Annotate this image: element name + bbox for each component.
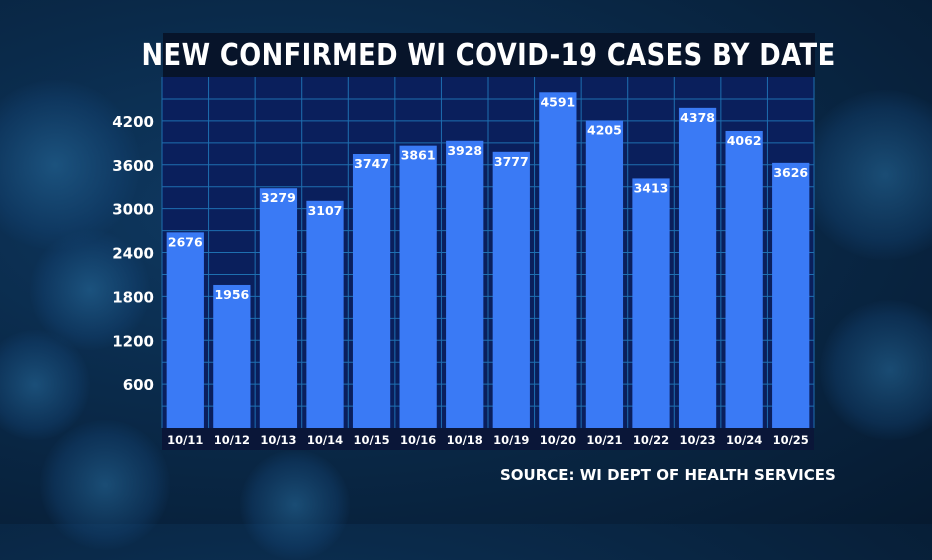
virus-decoration	[820, 300, 932, 440]
bar-value-label: 3626	[773, 165, 808, 180]
virus-decoration	[30, 230, 150, 350]
bar-value-label: 3928	[447, 143, 482, 158]
x-tick-label: 10/19	[493, 433, 529, 447]
bar	[213, 284, 251, 428]
y-tick-label: 600	[123, 376, 154, 394]
bar-chart: 600 1200 1800 2400 3000 3600 4200 2676 1956 3279…	[112, 77, 815, 450]
y-tick-label: 2400	[112, 245, 154, 263]
x-tick-label: 10/13	[260, 433, 296, 447]
x-tick-label: 10/12	[214, 433, 250, 447]
bar	[259, 188, 298, 428]
bar	[725, 130, 763, 428]
bar-value-label: 1956	[214, 287, 249, 302]
bar	[539, 92, 577, 428]
bar	[492, 151, 530, 428]
x-tick-label: 10/11	[167, 433, 203, 447]
x-tick-label: 10/20	[540, 433, 576, 447]
x-tick-label: 10/24	[726, 433, 762, 447]
bar	[772, 162, 810, 428]
x-tick-label: 10/18	[447, 433, 483, 447]
bar-value-label: 4062	[727, 133, 762, 148]
bar-value-label: 3747	[354, 156, 389, 171]
bar-value-label: 3413	[634, 180, 669, 195]
y-axis: 600 1200 1800 2400 3000 3600 4200	[112, 113, 154, 394]
bar	[352, 154, 391, 429]
bar-value-label: 4591	[540, 94, 575, 109]
bars: 2676 1956 3279 3107 3747 3861 3928 3777 4591 4205…	[166, 92, 810, 429]
x-tick-label: 10/15	[353, 433, 389, 447]
x-tick-label: 10/23	[679, 433, 715, 447]
y-tick-label: 4200	[112, 113, 154, 131]
bar-value-label: 4205	[587, 123, 622, 138]
bar-value-label: 4378	[680, 110, 715, 125]
x-tick-label: 10/21	[586, 433, 622, 447]
bar	[166, 232, 204, 428]
bar	[585, 120, 624, 429]
x-tick-label: 10/25	[773, 433, 809, 447]
bar	[446, 140, 484, 428]
bar	[306, 200, 344, 428]
y-tick-label: 1800	[112, 288, 154, 306]
chart-title: NEW CONFIRMED WI COVID-19 CASES BY DATE	[141, 37, 837, 73]
x-axis: 10/11 10/12 10/13 10/14 10/15 10/16 10/18 10/19…	[167, 433, 809, 447]
x-tick-label: 10/14	[307, 433, 343, 447]
bar	[632, 178, 670, 428]
bar-value-label: 3861	[401, 148, 436, 163]
bar	[678, 107, 717, 428]
x-axis-band	[162, 428, 814, 450]
y-tick-label: 3000	[112, 201, 154, 219]
virus-decoration	[0, 80, 140, 250]
source-caption: SOURCE: WI DEPT OF HEALTH SERVICES	[500, 466, 836, 484]
virus-decoration	[800, 90, 932, 260]
bar-value-label: 3107	[308, 203, 343, 218]
x-tick-label: 10/22	[633, 433, 669, 447]
bar-value-label: 2676	[168, 234, 203, 249]
y-tick-label: 3600	[112, 157, 154, 175]
bar-value-label: 3777	[494, 154, 529, 169]
chart-title-bar: NEW CONFIRMED WI COVID-19 CASES BY DATE	[142, 33, 836, 77]
bar-value-label: 3279	[261, 190, 296, 205]
y-tick-label: 1200	[112, 332, 154, 350]
virus-decoration	[0, 330, 90, 440]
bar	[399, 145, 437, 428]
x-tick-label: 10/16	[400, 433, 436, 447]
